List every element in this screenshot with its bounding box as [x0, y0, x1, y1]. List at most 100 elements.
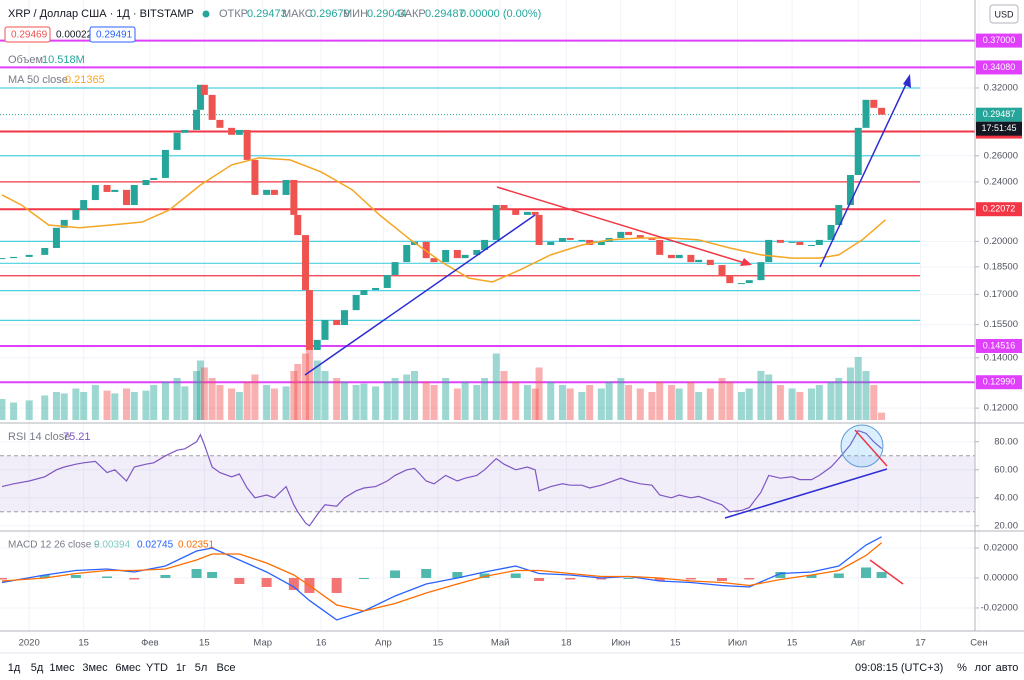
candle	[835, 204, 843, 225]
candle	[523, 211, 531, 215]
rsi-line	[1, 429, 882, 527]
option-button[interactable]: лог	[975, 662, 992, 674]
candle	[500, 204, 508, 210]
volume-bar	[340, 381, 348, 420]
range-button[interactable]: 6мес	[115, 662, 141, 674]
candle	[808, 244, 816, 246]
range-button[interactable]: 3мес	[82, 662, 108, 674]
volume-bar	[251, 374, 259, 420]
candle	[181, 129, 189, 133]
histogram-bar	[654, 577, 665, 581]
candle	[282, 179, 290, 195]
candle	[383, 275, 391, 288]
candle	[243, 129, 251, 160]
volume-bar	[25, 400, 33, 420]
volume-bar	[313, 360, 321, 420]
x-tick-label: Апр	[375, 638, 392, 649]
range-button[interactable]: YTD	[146, 662, 168, 674]
candle	[290, 179, 298, 215]
range-button[interactable]: 1г	[176, 662, 186, 674]
candle	[321, 319, 329, 340]
option-button[interactable]: %	[957, 662, 967, 674]
candle	[263, 189, 271, 195]
candle	[196, 84, 204, 110]
candle	[815, 239, 823, 245]
volume-bar	[461, 381, 469, 420]
candle	[597, 241, 605, 245]
range-button[interactable]: 1мес	[49, 662, 75, 674]
currency-box[interactable]	[989, 4, 1019, 24]
x-tick-label: 17	[915, 638, 926, 649]
currency: USD	[994, 9, 1014, 19]
ma-label: MA 50 close	[8, 74, 68, 86]
volume-bar	[636, 388, 644, 420]
volume-bar	[111, 393, 119, 420]
candle	[142, 179, 150, 186]
ohlc-value: 0.29679	[310, 8, 350, 20]
histogram-bar	[510, 573, 521, 578]
candle	[566, 237, 574, 240]
toolbar: 1д 5д 1мес 3мес 6мес YTD 1г 5л Все 09:08:15 (UTC+…	[8, 662, 1019, 674]
volume-bar	[625, 385, 633, 420]
level-label: 0.34080	[983, 62, 1016, 72]
volume-bar	[60, 393, 68, 420]
level-label-box	[976, 338, 1022, 353]
x-tick-label: Фев	[141, 638, 159, 649]
range-button[interactable]: 5д	[31, 662, 44, 674]
last-price-box	[976, 107, 1022, 122]
volume-bar	[854, 357, 862, 420]
level-label: 0.37000	[983, 35, 1016, 45]
volume-bar	[216, 385, 224, 420]
volume-bar	[745, 388, 753, 420]
candle	[208, 94, 216, 120]
candle	[636, 235, 644, 238]
volume-bar	[776, 385, 784, 420]
trend-line	[304, 214, 536, 376]
range-button[interactable]: Все	[217, 662, 236, 674]
candle	[827, 224, 835, 240]
candle	[617, 231, 625, 238]
rsi-label: RSI 14 close	[8, 431, 70, 443]
trend-line	[819, 79, 909, 268]
volume-bar	[706, 388, 714, 420]
volume-bar	[796, 392, 804, 420]
candle	[667, 254, 675, 259]
candle	[372, 287, 380, 291]
histogram-bar	[39, 574, 50, 578]
trend-line	[854, 429, 888, 467]
candle	[150, 177, 158, 180]
level-label-box	[976, 202, 1022, 217]
candle	[10, 256, 18, 259]
histogram-bar	[479, 573, 490, 578]
volume-bar	[333, 378, 341, 420]
x-tick-label: 2020	[19, 638, 40, 649]
ohlc-value: 0.29473	[247, 8, 287, 20]
macd-line	[1, 536, 882, 621]
histogram-bar	[775, 571, 786, 578]
candle	[870, 99, 878, 108]
y-tick-label: 0.20000	[984, 236, 1018, 247]
range-button[interactable]: 1д	[8, 662, 21, 674]
histogram-bar	[421, 568, 432, 578]
countdown: 17:51:45	[981, 123, 1016, 133]
histogram-bar	[876, 572, 887, 578]
candle	[235, 129, 243, 135]
signal-line	[1, 542, 882, 612]
volume-label: Объем	[8, 54, 43, 66]
level-label: 0.22072	[983, 204, 1016, 214]
option-button[interactable]: авто	[996, 662, 1019, 674]
ask-box[interactable]	[89, 26, 136, 43]
volume-bar	[263, 385, 271, 420]
candle	[492, 204, 500, 240]
candle	[625, 231, 633, 236]
volume-bar	[360, 383, 368, 420]
volume-bar	[827, 381, 835, 420]
volume-bar	[80, 392, 88, 420]
signal-value: 0.02351	[178, 540, 215, 551]
volume-bar	[103, 390, 111, 420]
bid-box[interactable]	[4, 26, 51, 43]
level-label-box	[976, 375, 1022, 390]
histogram-bar	[861, 567, 872, 578]
volume-bar	[481, 378, 489, 420]
range-button[interactable]: 5л	[195, 662, 208, 674]
